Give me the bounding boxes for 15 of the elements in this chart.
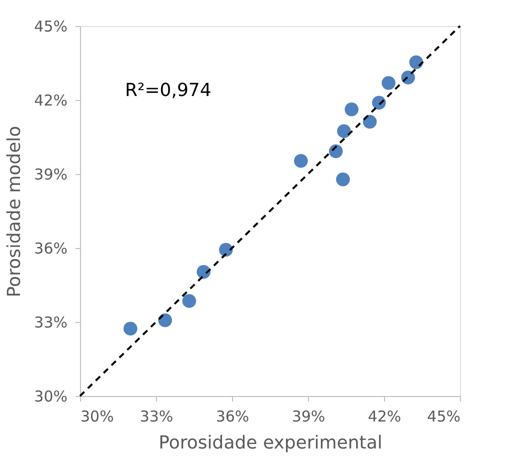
x-axis-title: Porosidade experimental xyxy=(158,432,382,454)
y-tick-label: 39% xyxy=(34,166,68,184)
x-tick-label: 30% xyxy=(80,408,114,426)
x-tick-label: 45% xyxy=(427,408,460,426)
x-tick-label: 33% xyxy=(140,408,174,426)
y-tick-label: 42% xyxy=(34,92,68,110)
y-tick-label: 33% xyxy=(34,314,68,332)
annotation: R²=0,974 xyxy=(125,80,212,101)
y-tick-label: 30% xyxy=(34,388,68,406)
y-tick-label: 45% xyxy=(34,18,68,36)
x-tick-label: 42% xyxy=(368,408,402,426)
y-axis-title: Porosidade modelo xyxy=(4,126,26,298)
x-tick-label: 36% xyxy=(216,408,250,426)
y-tick-label: 36% xyxy=(34,240,68,258)
x-tick-label: 39% xyxy=(292,408,326,426)
